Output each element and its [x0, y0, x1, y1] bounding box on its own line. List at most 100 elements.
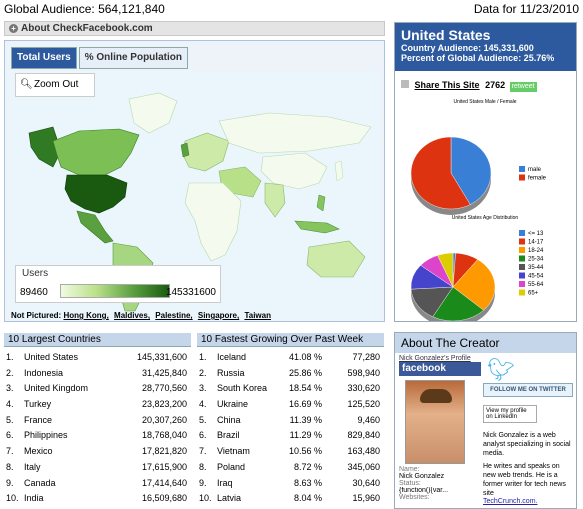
creator-bio-2: He writes and speaks on new web trends. …	[483, 463, 566, 497]
not-pictured-label: Not Pictured:	[11, 311, 62, 320]
global-audience: Global Audience: 564,121,840	[4, 2, 165, 16]
country-cell: Vietnam	[217, 446, 250, 457]
country-cell: Canada	[24, 477, 56, 488]
rank-cell: 5.	[199, 414, 207, 425]
map-legend: Users 89460 145331600	[15, 265, 221, 303]
growth-pct-cell: 8.63 %	[293, 477, 322, 488]
zoom-out-button[interactable]: 🔍︎Zoom Out	[15, 73, 95, 97]
pie-slice	[452, 259, 496, 311]
europe	[182, 132, 230, 172]
creator-panel: About The Creator Nick Gonzalez's Profil…	[394, 332, 577, 509]
rank-cell: 7.	[199, 446, 207, 457]
table-row: 3. United Kingdom 28,770,560	[4, 381, 191, 397]
users-cell: 17,821,820	[141, 446, 187, 457]
legend-gradient	[60, 284, 170, 298]
avatar	[405, 380, 465, 464]
tab-online-population[interactable]: % Online Population	[78, 47, 188, 69]
legend-label: 35-44	[528, 265, 544, 271]
users-cell: 145,331,600	[136, 352, 187, 362]
link-palestine[interactable]: Palestine,	[155, 311, 193, 320]
share-icon	[401, 80, 409, 88]
legend-label: female	[528, 176, 547, 182]
rank-cell: 8.	[6, 461, 14, 472]
rank-cell: 10.	[199, 493, 212, 504]
table-row: 3. South Korea 18.54 % 330,620	[197, 381, 384, 397]
facebook-badge[interactable]: Nick Gonzalez's Profile facebook Name: N…	[399, 355, 481, 505]
country-cell: France	[24, 414, 53, 425]
rank-cell: 4.	[199, 399, 207, 410]
table-row: 10. India 16,509,680	[4, 491, 191, 507]
russia	[218, 112, 372, 154]
users-cell: 18,768,040	[141, 430, 187, 441]
table-row: 9. Canada 17,414,640	[4, 476, 191, 492]
uk	[180, 142, 190, 158]
table-row: 5. China 11.39 % 9,460	[197, 413, 384, 429]
alaska	[28, 126, 62, 168]
techcrunch-link[interactable]: TechCrunch.com.	[483, 498, 538, 505]
users-cell: 9,460	[357, 414, 380, 425]
users-cell: 23,823,200	[141, 399, 187, 410]
legend-swatch	[519, 272, 525, 279]
expand-icon[interactable]: +	[9, 24, 18, 33]
users-cell: 17,615,900	[141, 461, 187, 472]
tab-total-users[interactable]: Total Users	[11, 47, 77, 69]
status-label: Status:	[399, 480, 421, 487]
indonesia	[294, 220, 340, 234]
legend-label: 14-17	[528, 240, 544, 246]
india	[264, 182, 286, 218]
world-map[interactable]: 🔍︎Zoom Out Users 89460 145331600	[9, 71, 381, 319]
facebook-logo: facebook	[399, 362, 481, 376]
creator-title: About The Creator	[395, 333, 576, 353]
growth-pct-cell: 8.72 %	[293, 461, 322, 472]
country-cell: Latvia	[217, 493, 242, 504]
rank-cell: 7.	[6, 446, 14, 457]
growth-pct-cell: 25.86 %	[288, 367, 322, 378]
link-hong-kong[interactable]: Hong Kong,	[63, 311, 109, 320]
legend-swatch	[519, 166, 525, 172]
pie-slice	[432, 286, 484, 321]
legend-label: 25-34	[528, 257, 544, 263]
link-singapore[interactable]: Singapore,	[197, 311, 240, 320]
twitter-bird-icon: 🐦︎	[487, 357, 515, 382]
rank-cell: 2.	[6, 367, 14, 378]
zoom-out-label: Zoom Out	[34, 79, 79, 90]
table-row: 6. Philippines 18,768,040	[4, 428, 191, 444]
country-cell: Iceland	[217, 352, 247, 362]
retweet-button[interactable]: retweet	[509, 82, 537, 92]
follow-twitter-button[interactable]: FOLLOW ME ON TWITTER	[483, 383, 573, 397]
table-row: 10. Latvia 8.04 % 15,960	[197, 491, 384, 507]
legend-label: 65+	[528, 291, 539, 297]
country-panel: United States Country Audience: 145,331,…	[394, 22, 577, 322]
growth-pct-cell: 10.56 %	[288, 446, 322, 457]
rank-cell: 4.	[6, 399, 14, 410]
about-bar[interactable]: + About CheckFacebook.com	[4, 21, 385, 36]
share-row: Share This Site 2762 retweet	[395, 77, 576, 93]
creator-bio: Nick Gonzalez is a web analyst specializ…	[483, 432, 571, 457]
rank-cell: 9.	[199, 477, 207, 488]
largest-title: 10 Largest Countries	[4, 333, 191, 347]
country-cell: Iraq	[217, 477, 233, 488]
users-cell: 77,280	[352, 352, 380, 362]
legend-swatch	[519, 174, 525, 181]
rank-cell: 10.	[6, 493, 19, 504]
users-cell: 163,480	[347, 446, 380, 457]
not-pictured-list: Not Pictured: Hong Kong, Maldives, Pales…	[11, 311, 274, 320]
link-maldives[interactable]: Maldives,	[114, 311, 151, 320]
top-bar: Global Audience: 564,121,840 Data for 11…	[4, 0, 579, 18]
country-cell: Philippines	[24, 430, 68, 441]
table-row: 7. Mexico 17,821,820	[4, 444, 191, 460]
growth-pct-cell: 18.54 %	[288, 383, 322, 394]
share-link[interactable]: Share This Site	[414, 80, 480, 90]
users-cell: 345,060	[347, 461, 380, 472]
legend-label: 45-54	[528, 274, 544, 280]
philippines	[316, 194, 326, 212]
canada	[52, 128, 140, 176]
country-cell: India	[24, 493, 44, 504]
profile-link[interactable]: Nick Gonzalez's Profile	[399, 355, 471, 362]
pie-slice	[437, 252, 454, 288]
largest-countries-table: 10 Largest Countries 1. United States 145,…	[4, 333, 191, 505]
legend-swatch	[519, 247, 525, 253]
linkedin-button[interactable]: View my profile on LinkedIn	[483, 405, 537, 423]
link-taiwan[interactable]: Taiwan	[244, 311, 271, 320]
table-row: 5. France 20,307,260	[4, 413, 191, 429]
